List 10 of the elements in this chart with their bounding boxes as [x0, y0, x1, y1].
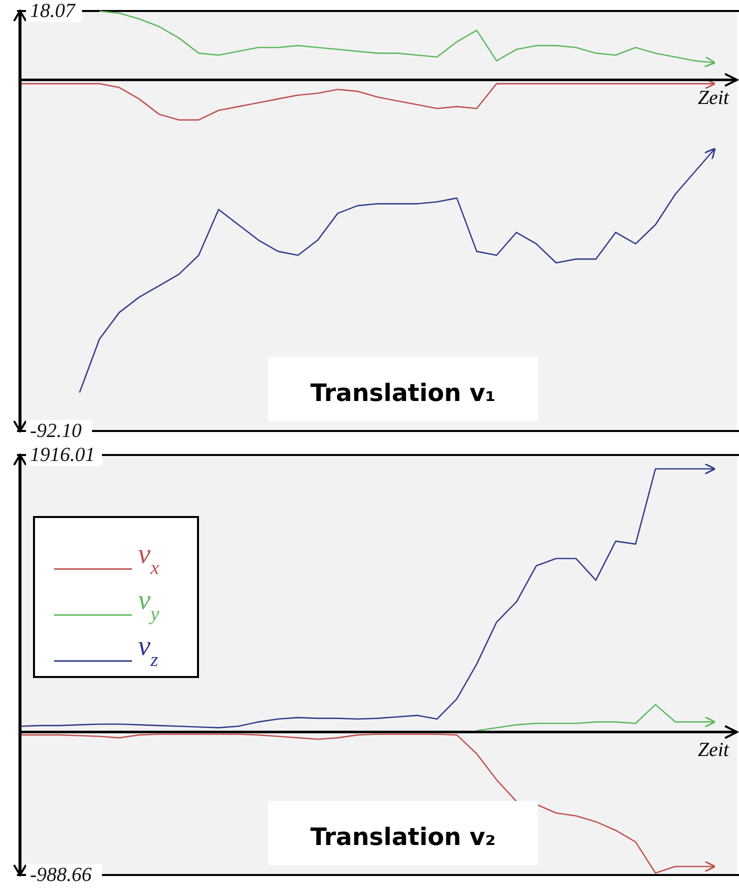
- y-tick-label: -988.66: [30, 864, 92, 886]
- x-axis-title: Zeit: [698, 739, 730, 762]
- legend-label: v$_{y}$: [138, 585, 160, 624]
- text: Translation v₂: [310, 823, 496, 851]
- y-tick-label: 18.07: [30, 0, 76, 22]
- y-tick-label: -92.10: [30, 420, 82, 442]
- legend-label: v$_{z}$: [138, 631, 158, 670]
- x-axis-title: Zeit: [698, 86, 730, 109]
- text: Translation v₁: [310, 379, 496, 407]
- legend-label: v$_{x}$: [138, 539, 160, 578]
